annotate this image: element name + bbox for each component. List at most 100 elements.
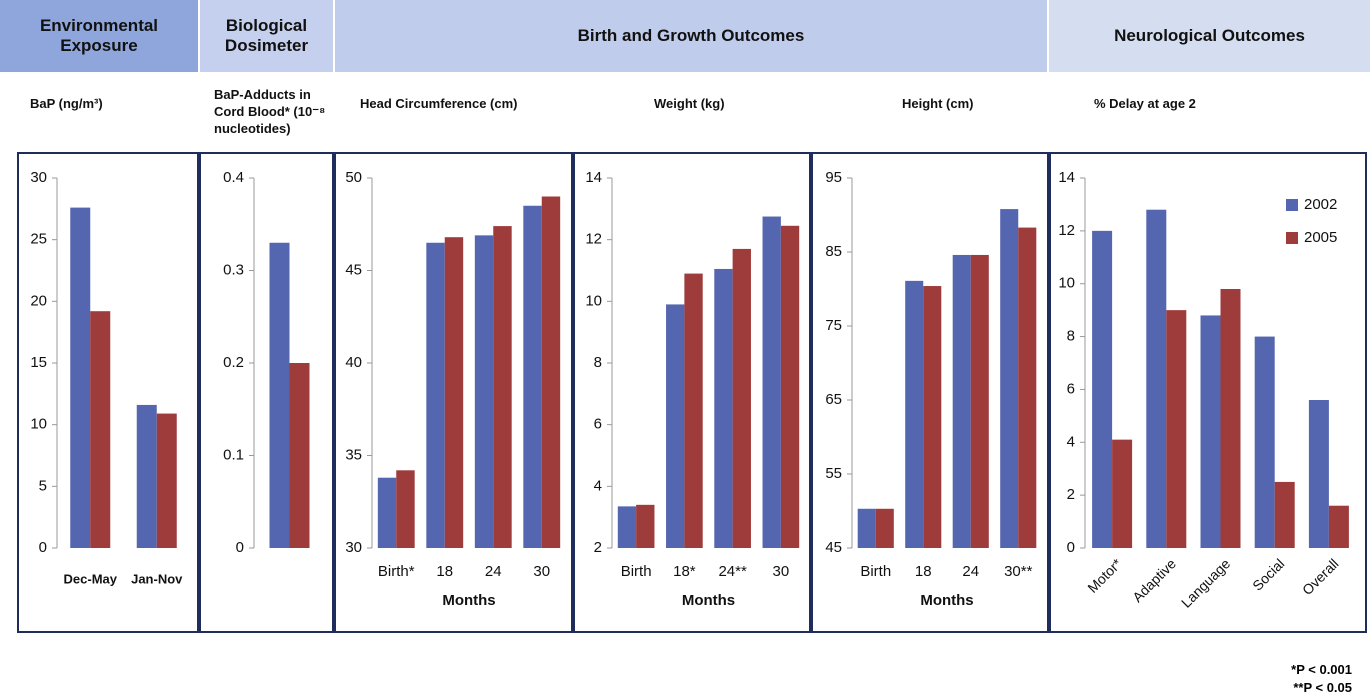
x-tick-label: Dec-May — [64, 571, 118, 586]
bar — [857, 508, 876, 548]
y-tick-label: 0 — [236, 539, 244, 556]
x-tick-label: Overall — [1299, 555, 1342, 598]
panel-border — [17, 152, 199, 633]
y-tick-label: 4 — [1067, 433, 1075, 450]
y-tick-label: 0.1 — [223, 446, 244, 463]
section-header: Environmental Exposure — [0, 0, 198, 72]
bar — [1146, 209, 1167, 548]
y-tick-label: 6 — [594, 416, 602, 433]
y-tick-label: 10 — [1058, 275, 1075, 292]
legend-swatch — [1286, 199, 1298, 211]
bar — [780, 225, 800, 548]
legend-label: 2002 — [1304, 196, 1337, 213]
x-tick-label: 18 — [915, 563, 932, 580]
x-tick-label: Social — [1249, 555, 1287, 593]
bar — [1018, 227, 1037, 548]
x-tick-label: Language — [1178, 555, 1234, 611]
y-tick-label: 0.3 — [223, 261, 244, 278]
bar — [636, 504, 655, 548]
x-tick-label: Adaptive — [1129, 555, 1179, 605]
bar — [1092, 230, 1113, 548]
x-tick-label: Birth* — [378, 563, 415, 580]
bar — [396, 470, 415, 548]
x-tick-label: 30** — [1004, 563, 1033, 580]
y-tick-label: 10 — [585, 292, 602, 309]
y-tick-label: 20 — [30, 292, 47, 309]
bar — [156, 413, 177, 548]
x-tick-label: 18 — [436, 563, 453, 580]
chart-title: % Delay at age 2 — [1094, 96, 1196, 111]
y-tick-label: 50 — [345, 169, 362, 186]
bar — [70, 207, 91, 548]
bar — [617, 506, 637, 548]
bar — [875, 508, 894, 548]
y-tick-label: 35 — [345, 446, 362, 463]
y-tick-label: 75 — [825, 317, 842, 334]
bar — [1308, 400, 1329, 548]
bar — [684, 273, 703, 548]
panel-border — [573, 152, 811, 633]
bar — [1254, 336, 1275, 548]
x-tick-label: Jan-Nov — [131, 571, 183, 586]
y-tick-label: 8 — [1067, 328, 1075, 345]
section-header: Birth and Growth Outcomes — [335, 0, 1047, 72]
y-tick-label: 0 — [39, 539, 47, 556]
panel-border — [1049, 152, 1367, 633]
y-tick-label: 14 — [585, 169, 602, 186]
x-axis-label: Months — [920, 592, 973, 609]
y-tick-label: 45 — [345, 261, 362, 278]
section-header: Neurological Outcomes — [1049, 0, 1370, 72]
footnote: **P < 0.05 — [1293, 680, 1352, 695]
x-tick-label: 24 — [485, 563, 502, 580]
x-tick-label: 18* — [673, 563, 696, 580]
panel-border — [811, 152, 1049, 633]
section-header: Biological Dosimeter — [200, 0, 333, 72]
y-tick-label: 2 — [1067, 486, 1075, 503]
y-tick-label: 15 — [30, 354, 47, 371]
y-tick-label: 30 — [345, 539, 362, 556]
y-tick-label: 95 — [825, 169, 842, 186]
bar — [1000, 209, 1019, 548]
bar — [474, 235, 494, 548]
x-tick-label: 30 — [533, 563, 550, 580]
y-tick-label: 45 — [825, 539, 842, 556]
chart-title: BaP (ng/m³) — [30, 96, 103, 111]
chart-title: Height (cm) — [902, 96, 974, 111]
y-tick-label: 5 — [39, 477, 47, 494]
x-tick-label: Motor* — [1084, 555, 1125, 596]
footnote: *P < 0.001 — [1291, 662, 1352, 677]
bar — [523, 205, 542, 548]
panel-border — [199, 152, 334, 633]
x-tick-label: 24 — [962, 563, 979, 580]
y-tick-label: 0.4 — [223, 169, 244, 186]
legend-label: 2005 — [1304, 229, 1337, 246]
bar — [1220, 289, 1241, 548]
y-tick-label: 65 — [825, 391, 842, 408]
bar — [541, 196, 561, 548]
bar — [136, 404, 157, 548]
bar — [905, 280, 924, 548]
y-tick-label: 4 — [594, 477, 602, 494]
bar — [923, 286, 942, 548]
bar — [1328, 505, 1349, 548]
bar — [1200, 315, 1221, 548]
y-tick-label: 85 — [825, 243, 842, 260]
chart-title: BaP-Adducts in Cord Blood* (10⁻⁸ nucleot… — [214, 87, 326, 136]
bar — [666, 304, 685, 548]
bar — [1112, 439, 1133, 548]
bar — [732, 248, 751, 548]
y-tick-label: 12 — [585, 231, 602, 248]
y-tick-label: 0 — [1067, 539, 1075, 556]
y-tick-label: 55 — [825, 465, 842, 482]
y-tick-label: 14 — [1058, 169, 1075, 186]
y-tick-label: 30 — [30, 169, 47, 186]
y-tick-label: 8 — [594, 354, 602, 371]
bar — [952, 254, 971, 548]
bar — [1166, 310, 1187, 548]
bar — [444, 237, 464, 548]
x-axis-label: Months — [442, 592, 495, 609]
y-tick-label: 0.2 — [223, 354, 244, 371]
bar — [714, 268, 733, 548]
x-tick-label: Birth — [621, 563, 652, 580]
